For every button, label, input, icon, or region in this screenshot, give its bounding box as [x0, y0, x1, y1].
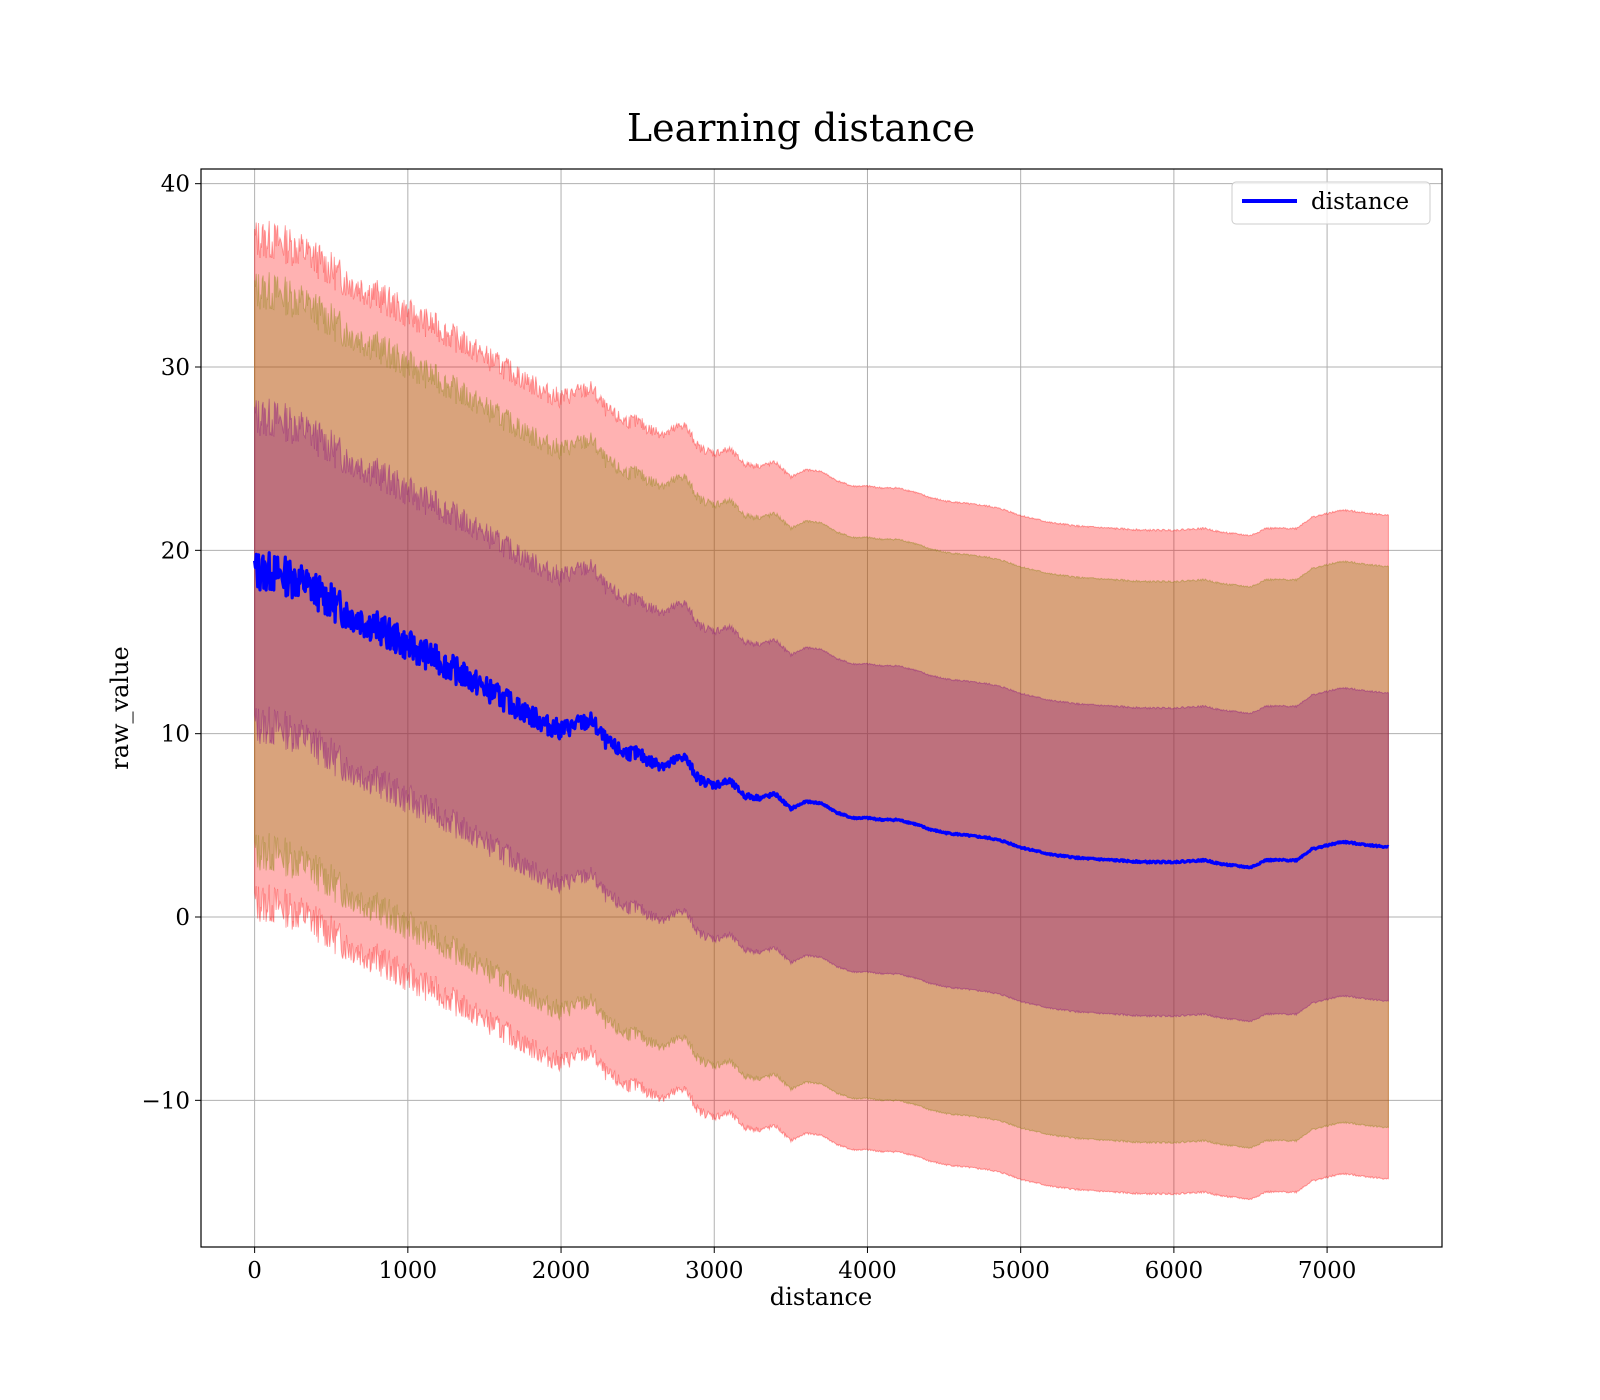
y-tick-label-0: −10 [141, 1088, 190, 1114]
x-tick-label-2: 2000 [532, 1258, 591, 1284]
x-tick-label-1: 1000 [379, 1258, 438, 1284]
x-axis-ticks: 0 1000 2000 3000 4000 5000 6000 7000 [247, 1247, 1356, 1284]
x-tick-label-4: 4000 [838, 1258, 897, 1284]
x-tick-label-7: 7000 [1298, 1258, 1357, 1284]
legend: distance [1231, 181, 1431, 225]
x-tick-label-5: 5000 [991, 1258, 1050, 1284]
x-axis-label: distance [770, 1283, 872, 1311]
band-1 [254, 272, 1389, 1149]
series-line-distance [253, 551, 1390, 870]
plot-frame [200, 168, 1443, 1248]
y-axis-label: raw_value [106, 646, 134, 770]
x-tick-label-0: 0 [247, 1258, 262, 1284]
y-tick-label-5: 40 [161, 172, 190, 198]
band-0 [254, 220, 1389, 1201]
x-tick-label-3: 3000 [685, 1258, 744, 1284]
y-tick-label-1: 0 [175, 905, 190, 931]
legend-label-distance: distance [1311, 189, 1409, 215]
y-tick-label-2: 10 [161, 722, 190, 748]
chart-title: Learning distance [627, 106, 975, 150]
confidence-bands [254, 220, 1389, 1201]
x-tick-label-6: 6000 [1145, 1258, 1204, 1284]
y-tick-label-4: 30 [161, 355, 190, 381]
y-axis-ticks: −10 0 10 20 30 40 [141, 172, 201, 1114]
band-2 [254, 398, 1389, 1023]
y-tick-label-3: 20 [161, 538, 190, 564]
series-lines [253, 551, 1390, 870]
legend-box [1231, 181, 1431, 225]
